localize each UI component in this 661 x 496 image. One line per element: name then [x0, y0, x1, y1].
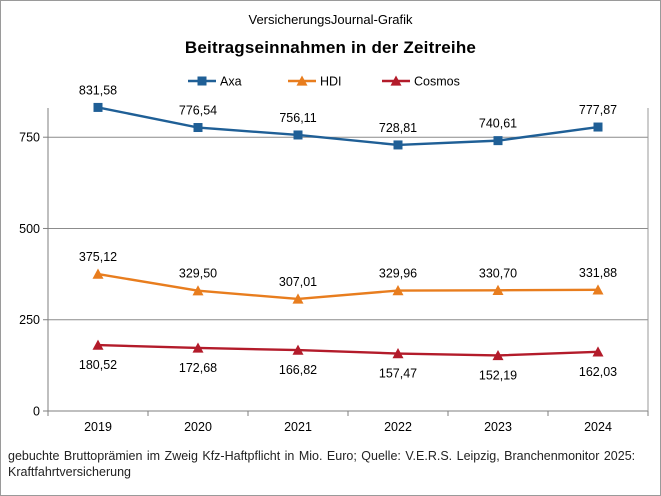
legend-item-cosmos: Cosmos [382, 75, 460, 89]
data-point [193, 123, 203, 133]
data-point [192, 342, 204, 353]
data-label: 157,47 [379, 367, 417, 381]
y-tick-label: 0 [33, 405, 40, 419]
data-point [292, 293, 304, 304]
x-tick-label: 2023 [484, 420, 512, 434]
data-point [492, 349, 504, 361]
data-label: 166,82 [279, 363, 317, 377]
data-point [592, 284, 604, 295]
x-tick-label: 2021 [284, 420, 312, 434]
data-point [392, 285, 404, 296]
chart-footnote: gebuchte Bruttoprämien im Zweig Kfz-Haft… [8, 449, 636, 479]
legend-item-hdi: HDI [288, 75, 342, 89]
data-label: 831,58 [79, 83, 117, 97]
data-point [92, 268, 104, 279]
chart-title: Beitragseinnahmen in der Zeitreihe [184, 38, 477, 57]
y-tick-label: 750 [19, 131, 40, 145]
data-label: 728,81 [379, 121, 417, 135]
legend-item-axa: Axa [188, 75, 242, 89]
legend-label: HDI [320, 75, 342, 89]
x-tick-label: 2020 [184, 420, 212, 434]
data-point [293, 130, 303, 140]
data-point [392, 348, 404, 359]
legend-marker [390, 75, 402, 86]
data-label: 162,03 [579, 365, 617, 379]
data-label: 152,19 [479, 368, 517, 382]
data-point [292, 344, 304, 355]
legend-label: Cosmos [414, 75, 460, 89]
data-point [92, 339, 104, 350]
x-tick-label: 2022 [384, 420, 412, 434]
data-label: 180,52 [79, 358, 117, 372]
data-label: 740,61 [479, 117, 517, 131]
data-point [93, 102, 103, 112]
y-tick-label: 250 [19, 313, 40, 327]
data-label: 331,88 [579, 266, 617, 280]
data-point [592, 346, 604, 357]
data-label: 756,11 [279, 111, 316, 125]
data-point [492, 284, 504, 295]
series-line [97, 106, 599, 147]
data-label: 329,50 [179, 267, 217, 281]
data-label: 330,70 [479, 266, 517, 280]
legend-marker [296, 75, 308, 86]
data-point [493, 136, 503, 146]
series-cosmos: 180,52 172,68 166,82 157,47 152,19 162,03 [79, 339, 617, 382]
legend-label: Axa [220, 75, 242, 89]
chart-supertitle: VersicherungsJournal-Grafik [248, 12, 413, 27]
data-label: 307,01 [279, 275, 317, 289]
series-line [97, 343, 599, 357]
x-tick-label: 2019 [84, 420, 112, 434]
data-label: 776,54 [179, 104, 217, 118]
x-tick-label: 2024 [584, 420, 612, 434]
series-axa: 831,58 776,54 756,11 728,81 740,61 777,87 [79, 83, 617, 150]
data-point [192, 285, 204, 296]
data-label: 329,96 [379, 267, 417, 281]
data-label: 375,12 [79, 250, 117, 264]
data-label: 777,87 [579, 103, 617, 117]
y-tick-label: 500 [19, 222, 40, 236]
data-point [593, 122, 603, 132]
series-hdi: 375,12 329,50 307,01 329,96 330,70 331,88 [79, 250, 617, 304]
legend-marker [197, 76, 207, 86]
data-point [393, 140, 403, 150]
series-line [97, 272, 599, 301]
data-label: 172,68 [179, 361, 217, 375]
